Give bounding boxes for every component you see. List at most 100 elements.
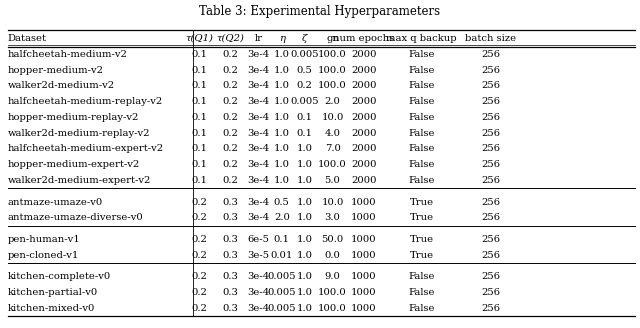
Text: 100.0: 100.0 [318, 66, 347, 75]
Text: halfcheetah-medium-v2: halfcheetah-medium-v2 [8, 50, 127, 59]
Text: 256: 256 [481, 197, 500, 207]
Text: 256: 256 [481, 113, 500, 122]
Text: 256: 256 [481, 66, 500, 75]
Text: False: False [408, 129, 435, 138]
Text: 1.0: 1.0 [296, 144, 312, 154]
Text: False: False [408, 176, 435, 185]
Text: 0.1: 0.1 [274, 235, 290, 244]
Text: 256: 256 [481, 251, 500, 260]
Text: 0.1: 0.1 [191, 129, 207, 138]
Text: 2000: 2000 [351, 97, 377, 106]
Text: True: True [410, 235, 434, 244]
Text: 1.0: 1.0 [274, 66, 290, 75]
Text: 0.5: 0.5 [296, 66, 312, 75]
Text: 0.2: 0.2 [222, 66, 238, 75]
Text: False: False [408, 113, 435, 122]
Text: False: False [408, 66, 435, 75]
Text: 0.2: 0.2 [296, 81, 312, 91]
Text: gn: gn [326, 33, 339, 43]
Text: 2000: 2000 [351, 50, 377, 59]
Text: 3e-4: 3e-4 [248, 129, 269, 138]
Text: 1.0: 1.0 [296, 160, 312, 169]
Text: max q backup: max q backup [387, 33, 457, 43]
Text: 3e-4: 3e-4 [248, 97, 269, 106]
Text: 256: 256 [481, 272, 500, 281]
Text: 0.3: 0.3 [222, 197, 238, 207]
Text: η: η [279, 33, 285, 43]
Text: kitchen-complete-v0: kitchen-complete-v0 [8, 272, 111, 281]
Text: 2.0: 2.0 [324, 97, 340, 106]
Text: 1.0: 1.0 [296, 251, 312, 260]
Text: 3e-4: 3e-4 [248, 288, 269, 297]
Text: 0.005: 0.005 [290, 50, 319, 59]
Text: 3.0: 3.0 [324, 213, 340, 222]
Text: 0.005: 0.005 [268, 288, 296, 297]
Text: 3e-4: 3e-4 [248, 160, 269, 169]
Text: 1.0: 1.0 [274, 81, 290, 91]
Text: 1.0: 1.0 [274, 176, 290, 185]
Text: 256: 256 [481, 160, 500, 169]
Text: 1.0: 1.0 [296, 288, 312, 297]
Text: halfcheetah-medium-replay-v2: halfcheetah-medium-replay-v2 [8, 97, 163, 106]
Text: 0.1: 0.1 [191, 113, 207, 122]
Text: False: False [408, 144, 435, 154]
Text: 2000: 2000 [351, 129, 377, 138]
Text: 0.2: 0.2 [222, 113, 238, 122]
Text: pen-human-v1: pen-human-v1 [8, 235, 81, 244]
Text: 50.0: 50.0 [321, 235, 344, 244]
Text: 1.0: 1.0 [296, 235, 312, 244]
Text: 256: 256 [481, 176, 500, 185]
Text: 1.0: 1.0 [274, 160, 290, 169]
Text: walker2d-medium-expert-v2: walker2d-medium-expert-v2 [8, 176, 151, 185]
Text: 2000: 2000 [351, 144, 377, 154]
Text: 0.2: 0.2 [191, 213, 207, 222]
Text: 3e-4: 3e-4 [248, 50, 269, 59]
Text: 0.2: 0.2 [222, 129, 238, 138]
Text: 0.2: 0.2 [222, 50, 238, 59]
Text: hopper-medium-v2: hopper-medium-v2 [8, 66, 104, 75]
Text: 0.005: 0.005 [290, 97, 319, 106]
Text: walker2d-medium-replay-v2: walker2d-medium-replay-v2 [8, 129, 150, 138]
Text: 256: 256 [481, 288, 500, 297]
Text: False: False [408, 304, 435, 313]
Text: 0.2: 0.2 [191, 304, 207, 313]
Text: 1.0: 1.0 [274, 113, 290, 122]
Text: 1.0: 1.0 [274, 129, 290, 138]
Text: 100.0: 100.0 [318, 288, 347, 297]
Text: 1000: 1000 [351, 288, 377, 297]
Text: 3e-4: 3e-4 [248, 213, 269, 222]
Text: 1.0: 1.0 [296, 272, 312, 281]
Text: 2000: 2000 [351, 160, 377, 169]
Text: 1000: 1000 [351, 272, 377, 281]
Text: 4.0: 4.0 [324, 129, 340, 138]
Text: 9.0: 9.0 [324, 272, 340, 281]
Text: 0.2: 0.2 [222, 176, 238, 185]
Text: batch size: batch size [465, 33, 516, 43]
Text: 0.1: 0.1 [191, 97, 207, 106]
Text: 5.0: 5.0 [324, 176, 340, 185]
Text: 0.2: 0.2 [191, 251, 207, 260]
Text: 3e-4: 3e-4 [248, 144, 269, 154]
Text: False: False [408, 81, 435, 91]
Text: 0.5: 0.5 [274, 197, 290, 207]
Text: 3e-4: 3e-4 [248, 272, 269, 281]
Text: True: True [410, 213, 434, 222]
Text: 0.2: 0.2 [191, 197, 207, 207]
Text: 1.0: 1.0 [274, 50, 290, 59]
Text: False: False [408, 272, 435, 281]
Text: lr: lr [255, 33, 262, 43]
Text: 2000: 2000 [351, 176, 377, 185]
Text: 3e-4: 3e-4 [248, 113, 269, 122]
Text: 1000: 1000 [351, 304, 377, 313]
Text: 0.1: 0.1 [296, 129, 312, 138]
Text: 1.0: 1.0 [296, 197, 312, 207]
Text: 0.0: 0.0 [324, 251, 340, 260]
Text: τ(Q1): τ(Q1) [185, 33, 213, 43]
Text: False: False [408, 97, 435, 106]
Text: hopper-medium-expert-v2: hopper-medium-expert-v2 [8, 160, 140, 169]
Text: Table 3: Experimental Hyperparameters: Table 3: Experimental Hyperparameters [200, 5, 440, 18]
Text: 256: 256 [481, 235, 500, 244]
Text: hopper-medium-replay-v2: hopper-medium-replay-v2 [8, 113, 139, 122]
Text: pen-cloned-v1: pen-cloned-v1 [8, 251, 79, 260]
Text: 1000: 1000 [351, 213, 377, 222]
